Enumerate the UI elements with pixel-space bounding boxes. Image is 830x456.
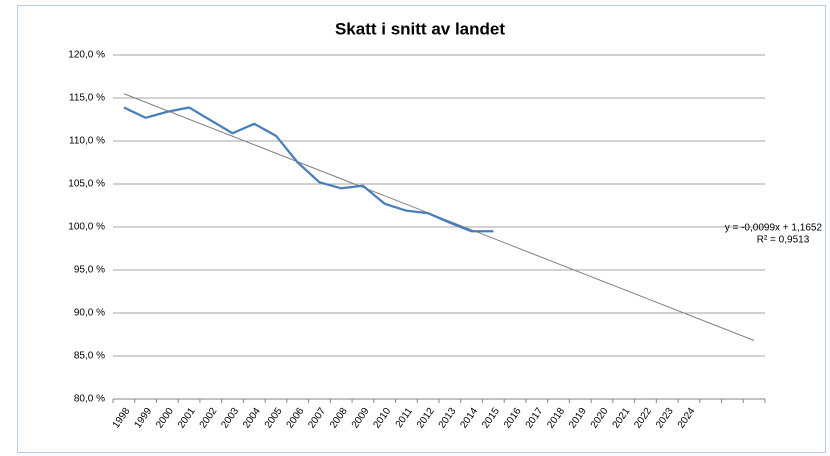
chart-title: Skatt i snitt av landet bbox=[335, 19, 505, 38]
y-tick-label: 110,0 % bbox=[69, 136, 105, 147]
y-tick-label: 95,0 % bbox=[74, 265, 105, 276]
y-tick-label: 105,0 % bbox=[68, 179, 105, 190]
y-tick-label: 115,0 % bbox=[69, 93, 105, 104]
chart-border bbox=[17, 5, 826, 453]
y-tick-label: 80,0 % bbox=[74, 394, 105, 405]
trendline-equation: y = -0,0099x + 1,1652 bbox=[725, 223, 823, 234]
y-tick-label: 100,0 % bbox=[68, 222, 105, 233]
trendline-r2: R² = 0,9513 bbox=[757, 235, 810, 246]
y-tick-label: 120,0 % bbox=[68, 50, 105, 61]
y-tick-label: 85,0 % bbox=[74, 351, 105, 362]
series-line bbox=[123, 106, 494, 233]
y-tick-label: 90,0 % bbox=[74, 308, 105, 319]
